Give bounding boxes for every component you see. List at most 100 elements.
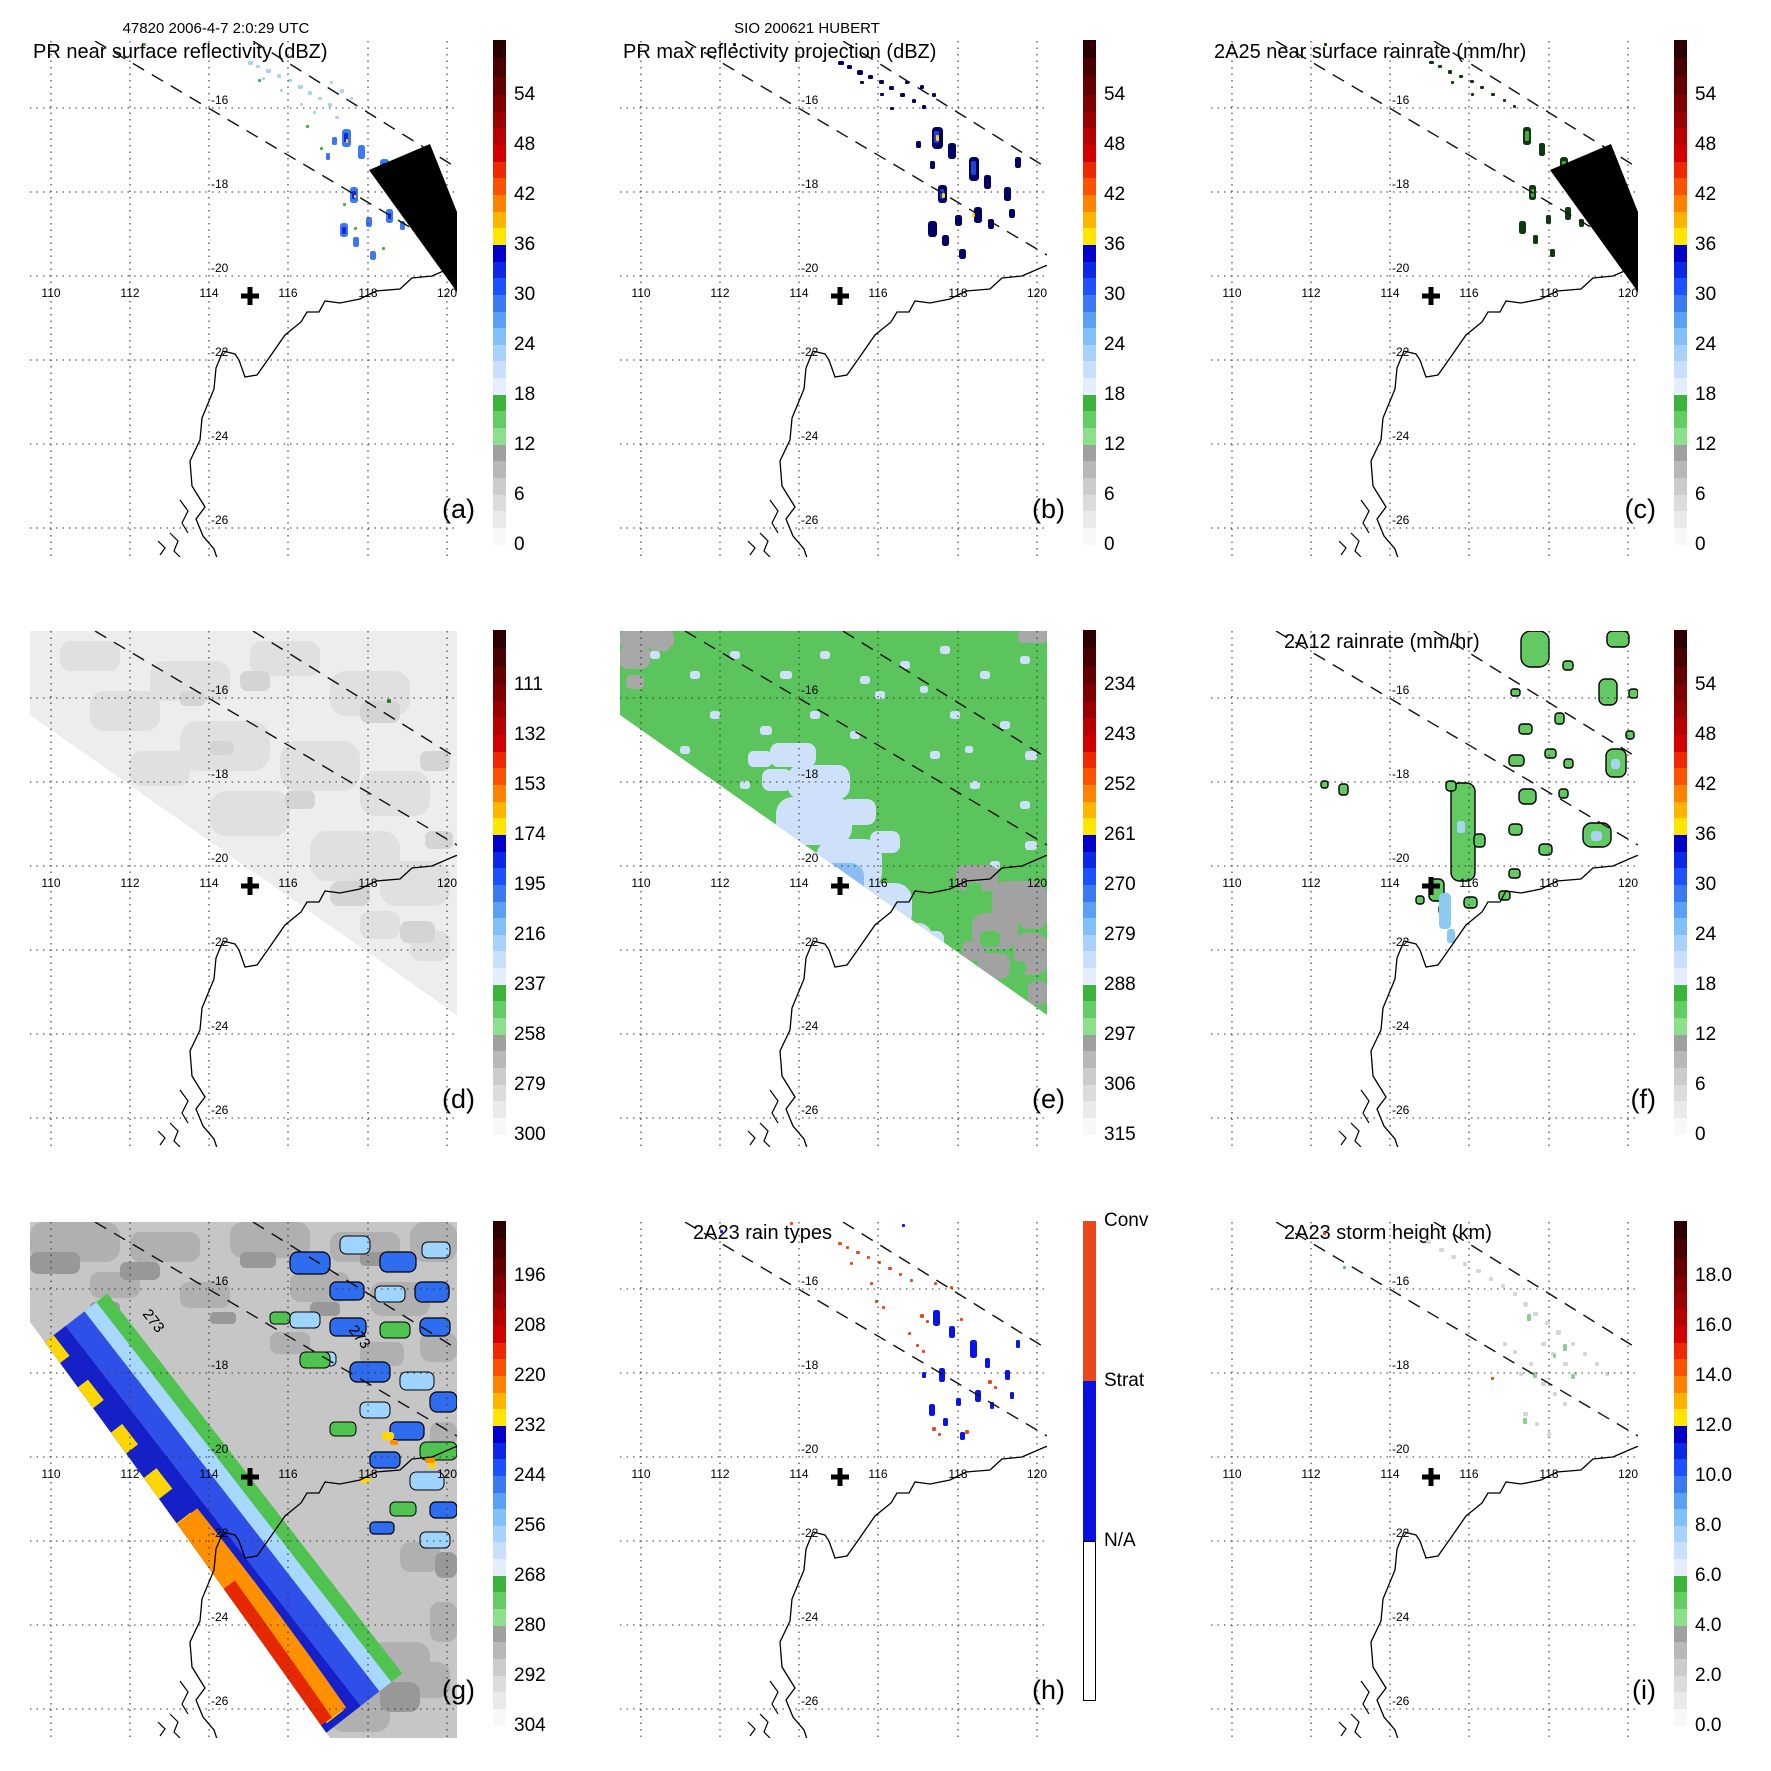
swath-edge-line (1433, 1222, 1638, 1350)
colorbar-segment (493, 666, 506, 685)
coastline (189, 854, 457, 1147)
data-blob (339, 1235, 371, 1255)
data-blob (882, 937, 914, 967)
data-blob (1480, 86, 1484, 89)
lat-label: -22 (211, 345, 229, 359)
lat-label: -22 (1392, 935, 1410, 949)
colorbar-segment (493, 834, 506, 852)
colorbar-segment (493, 1625, 506, 1643)
colorbar-segment (493, 1239, 506, 1258)
lat-label: -16 (1392, 683, 1410, 697)
data-blob (790, 1222, 793, 1225)
data-blob (1009, 209, 1015, 218)
colorbar-segment (1674, 1239, 1687, 1258)
lat-label: -26 (801, 513, 819, 527)
colorbar (1674, 1221, 1687, 1726)
storm-center-marker (831, 877, 849, 895)
lon-label: 112 (710, 876, 730, 890)
colorbar-tick-label: 54 (1695, 84, 1717, 105)
colorbar-segment (1674, 718, 1687, 735)
data-blob (920, 85, 924, 89)
data-blob (904, 995, 914, 1004)
colorbar-segment (493, 40, 506, 59)
data-blob (912, 99, 916, 103)
colorbar-segment (1674, 1625, 1687, 1643)
lat-label: -24 (801, 1610, 819, 1624)
colorbar-segment (1083, 868, 1096, 885)
colorbar-segment (493, 1359, 506, 1376)
colorbar-segment (1674, 1101, 1687, 1119)
colorbar-segment (1083, 1084, 1096, 1102)
colorbar (1083, 40, 1096, 545)
panel-letter: (b) (1032, 494, 1065, 524)
colorbar-tick-label: 36 (1695, 824, 1717, 845)
data-blob (329, 1317, 367, 1337)
data-blob (620, 645, 650, 669)
colorbar-segment (1674, 1425, 1687, 1443)
data-blob (335, 116, 339, 119)
colorbar-segment (1083, 666, 1096, 685)
data-blob (762, 769, 792, 791)
data-blob (1020, 656, 1030, 664)
data-blob (285, 791, 315, 809)
colorbar-segment (1674, 666, 1687, 685)
colorbar-segment (493, 294, 506, 312)
data-blob (1463, 896, 1478, 909)
lon-label: 120 (436, 876, 458, 890)
data-blob (856, 883, 912, 931)
colorbar-tick-label: 30 (1695, 874, 1717, 895)
colorbar-segment (493, 344, 506, 362)
colorbar-tick-label: 30 (1104, 284, 1126, 305)
colorbar-tick-label: 18.0 (1695, 1265, 1732, 1286)
data-blob (908, 971, 936, 995)
colorbar-segment (1083, 394, 1096, 412)
lon-label: 118 (1539, 1467, 1559, 1481)
data-blob (1005, 1370, 1010, 1380)
colorbar-segment (1674, 684, 1687, 702)
data-blob (343, 203, 346, 206)
data-blob (838, 1242, 842, 1245)
data-blob (1513, 105, 1516, 108)
data-blob (959, 249, 966, 259)
colorbar-tick-label: 2.0 (1695, 1665, 1722, 1686)
data-blob (330, 881, 370, 906)
data-blob (410, 1662, 450, 1698)
colorbar-segment (493, 311, 506, 329)
colorbar-segment (1674, 1475, 1687, 1493)
colorbar-tick-label: 268 (514, 1565, 546, 1586)
data-blob (940, 646, 950, 654)
lat-label: -22 (211, 935, 229, 949)
data-blob (939, 1368, 945, 1382)
panel-c: 2A25 near surface rainrate (mm/hr) 110 112… (1181, 0, 1771, 590)
swath-edge-line (1275, 41, 1638, 256)
data-blob (419, 1317, 451, 1337)
lat-label: -16 (211, 683, 229, 697)
storm-name: SIO 200621 HUBERT (734, 20, 880, 37)
lon-label: 120 (1026, 876, 1048, 890)
data-blob (150, 661, 230, 701)
lat-label: -26 (801, 1103, 819, 1117)
coastline-island (747, 1721, 756, 1737)
data-blob (380, 1682, 420, 1712)
data-blob (1015, 157, 1021, 168)
lat-label: -20 (211, 261, 229, 275)
data-blob (420, 1332, 457, 1362)
data-blob (300, 103, 303, 106)
data-blob (1553, 1354, 1556, 1358)
data-blob (854, 931, 878, 951)
colorbar-segment (1674, 1609, 1687, 1626)
colorbar-segment (1674, 648, 1687, 667)
data-blob (720, 1230, 723, 1233)
data-blob (820, 651, 830, 659)
colorbar-segment (1674, 211, 1687, 229)
colorbar-segment (493, 1609, 506, 1626)
colorbar-segment (493, 851, 506, 869)
colorbar-segment (1674, 40, 1687, 59)
colorbar-tick-label: 18 (1695, 384, 1717, 405)
data-blob (878, 1261, 881, 1264)
data-blob (886, 923, 932, 961)
data-blob (366, 217, 372, 227)
data-blob (1513, 1350, 1517, 1354)
data-blob (626, 675, 644, 689)
colorbar-tick-label: 48 (1695, 724, 1717, 745)
